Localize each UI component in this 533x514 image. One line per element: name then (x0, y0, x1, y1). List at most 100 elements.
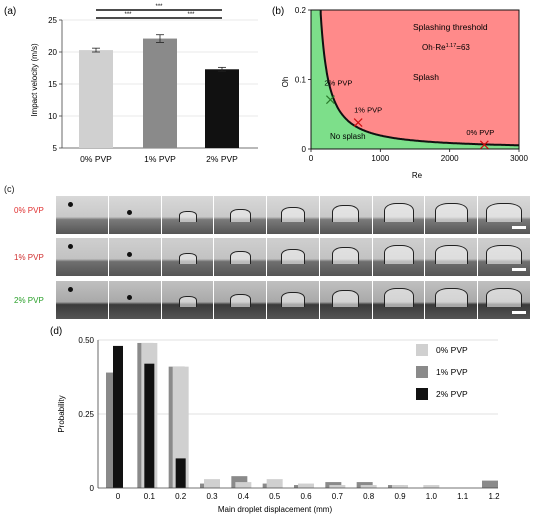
scale-bar (512, 226, 527, 229)
b-ytick-label: 0 (302, 145, 307, 154)
d-legend-swatch (416, 344, 428, 356)
b-threshold-formula-exp: 1.17 (446, 43, 457, 49)
strip-frame (161, 281, 214, 319)
d-ytick-label: 0.25 (78, 410, 94, 419)
strip-frame (372, 281, 425, 319)
b-region-nosplash: No splash (330, 132, 366, 141)
strip-frame (214, 238, 267, 276)
strip-frame (267, 196, 319, 234)
d-bar (392, 485, 408, 488)
d-xtick-label: 0.7 (332, 492, 344, 501)
a-sig-label: *** (187, 12, 195, 18)
a-bar (205, 69, 239, 148)
b-ylabel: Oh (281, 77, 290, 88)
panel-label-a: (a) (4, 6, 16, 17)
d-xtick-label: 1.1 (457, 492, 469, 501)
d-xtick-label: 0.1 (144, 492, 156, 501)
d-xtick-label: 0.9 (394, 492, 406, 501)
b-xtick-label: 1000 (371, 154, 389, 163)
d-xtick-label: 0.3 (206, 492, 218, 501)
d-ytick-label: 0.50 (78, 336, 94, 345)
b-region-splash: Splash (413, 72, 439, 82)
a-sig-label: *** (155, 4, 163, 10)
b-point-marker (479, 140, 489, 150)
strip-frame (267, 281, 319, 319)
splash-shape (383, 288, 414, 307)
b-threshold-formula: Oh·Re1.17=63 (422, 43, 470, 52)
d-xtick-label: 1.0 (426, 492, 438, 501)
chart-b: (b) 0 1000 2000 3000 0 0.1 0.2 2% PVP 1% PVP 0% P… (272, 6, 528, 180)
splash-shape (126, 295, 132, 300)
strip-frame (56, 196, 108, 234)
splash-shape (68, 202, 73, 207)
strip-0pvp (56, 196, 531, 234)
splash-shape (281, 292, 306, 307)
panel-label-d: (d) (50, 326, 62, 337)
strip-frame (108, 238, 161, 276)
b-threshold-formula-base: Oh·Re (422, 43, 446, 52)
strip-frame (319, 196, 372, 234)
splash-shape (434, 245, 468, 264)
strip-frame (372, 238, 425, 276)
strip-frame (214, 281, 267, 319)
splash-shape (68, 287, 73, 292)
splash-shape (486, 245, 523, 264)
strip-frame (56, 238, 108, 276)
a-bar (143, 38, 177, 149)
strip-frame (478, 238, 531, 276)
b-ytick-label: 0.1 (295, 76, 307, 85)
strip-frame (478, 196, 531, 234)
d-bar (204, 479, 220, 488)
splash-shape (486, 288, 523, 307)
chart-d: (d) 0 0.25 0.50 0 0.1 0.2 0.3 0.4 0.5 0.6 0.7 0.8 0.… (50, 326, 500, 514)
strip-frame (56, 281, 108, 319)
a-ytick-label: 5 (53, 144, 58, 153)
b-threshold-title: Splashing threshold (413, 22, 488, 32)
strip-1pvp (56, 238, 531, 276)
d-xtick-label: 0.8 (363, 492, 375, 501)
splash-shape (332, 205, 360, 222)
d-bar (113, 345, 123, 488)
b-threshold-formula-value: =63 (456, 43, 470, 52)
splash-shape (332, 247, 360, 264)
a-ytick-label: 15 (48, 80, 57, 89)
b-point-label: 1% PVP (354, 106, 382, 115)
d-xtick-label: 1.2 (488, 492, 500, 501)
panel-label-b: (b) (272, 6, 284, 17)
strip-label-2pvp: 2% PVP (14, 296, 44, 305)
b-xtick-label: 3000 (510, 154, 528, 163)
strip-frame (161, 238, 214, 276)
splash-shape (281, 249, 306, 264)
strip-frame (425, 196, 478, 234)
d-legend-swatch (416, 388, 428, 400)
d-bar (266, 479, 283, 488)
d-bar (329, 485, 346, 488)
a-category-label: 0% PVP (80, 154, 112, 164)
d-xtick-label: 0 (116, 492, 121, 501)
d-xtick-label: 0.5 (269, 492, 281, 501)
b-nosplash-region (311, 10, 519, 149)
strip-2pvp (56, 281, 531, 319)
splash-shape (383, 203, 414, 222)
strip-frame (214, 196, 267, 234)
splash-shape (332, 290, 360, 307)
d-xtick-label: 0.6 (300, 492, 312, 501)
d-ytick-label: 0 (90, 484, 95, 493)
panel-label-c: (c) (4, 184, 15, 194)
b-point-label: 2% PVP (324, 79, 352, 88)
splash-shape (68, 244, 73, 249)
d-xtick-label: 0.4 (238, 492, 250, 501)
a-sig-label: *** (124, 12, 132, 18)
d-bar (360, 485, 377, 488)
a-category-label: 2% PVP (206, 154, 238, 164)
scale-bar (512, 311, 527, 314)
strip-label-1pvp: 1% PVP (14, 253, 44, 262)
d-bar (175, 458, 186, 488)
d-bar (482, 480, 498, 488)
a-ytick-label: 10 (48, 112, 57, 121)
d-legend-label: 1% PVP (436, 367, 468, 377)
b-xlabel: Re (412, 171, 423, 180)
scale-bar (512, 268, 527, 271)
b-threshold-curve (319, 9, 520, 147)
